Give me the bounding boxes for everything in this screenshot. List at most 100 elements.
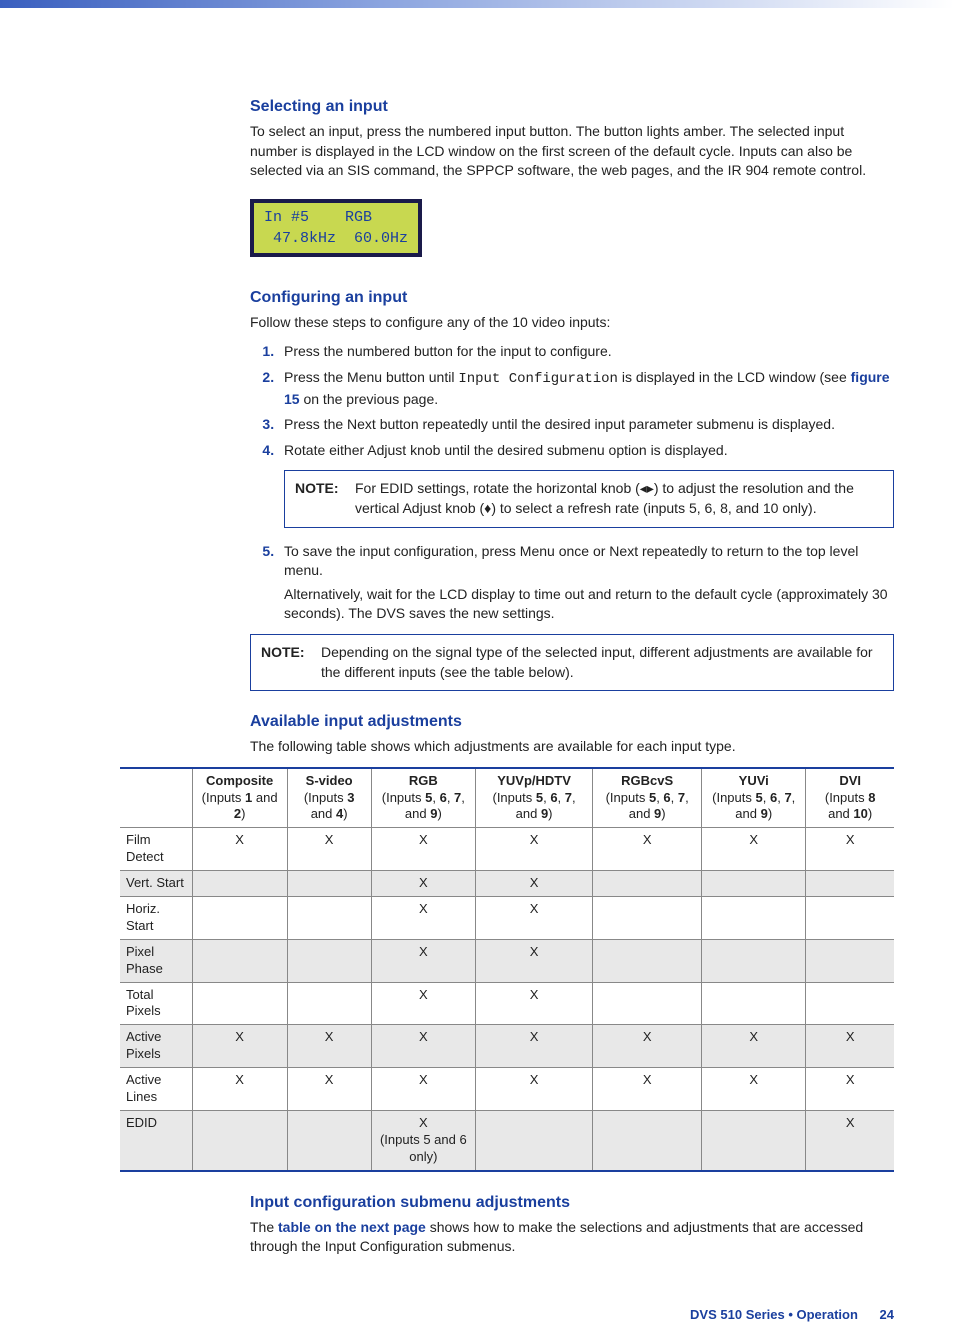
step-5-alt: Alternatively, wait for the LCD display … [284, 585, 894, 624]
note-edid-text: For EDID settings, rotate the horizontal… [355, 480, 854, 516]
paragraph-configuring-intro: Follow these steps to configure any of t… [250, 313, 894, 333]
table-cell: X [593, 828, 702, 871]
table-cell: X [475, 828, 592, 871]
table-row: Total PixelsXX [120, 982, 894, 1025]
table-row-label: Horiz. Start [120, 897, 192, 940]
table-cell [287, 982, 371, 1025]
table-cell [593, 982, 702, 1025]
table-cell [806, 897, 894, 940]
table-cell [287, 939, 371, 982]
table-row-label: Pixel Phase [120, 939, 192, 982]
table-cell: X [702, 1068, 806, 1111]
table-cell [475, 1110, 592, 1170]
step-1: Press the numbered button for the input … [278, 342, 894, 362]
table-cell [702, 939, 806, 982]
table-cell: X [371, 939, 475, 982]
step-2: Press the Menu button until Input Config… [278, 368, 894, 409]
table-row: Pixel Phase XX [120, 939, 894, 982]
table-cell: X [702, 828, 806, 871]
table-header-row: Composite(Inputs 1 and 2)S-video(Inputs … [120, 768, 894, 828]
table-header-col: YUVp/HDTV(Inputs 5, 6, 7, and 9) [475, 768, 592, 828]
heading-input-config-submenu: Input configuration submenu adjustments [250, 1194, 894, 1212]
table-row: Vert. Start XX [120, 871, 894, 897]
table-cell: X [192, 1068, 287, 1111]
table-cell [287, 1110, 371, 1170]
table-header-col: S-video(Inputs 3 and 4) [287, 768, 371, 828]
step-3: Press the Next button repeatedly until t… [278, 415, 894, 435]
table-row-label: Active Lines [120, 1068, 192, 1111]
table-row-label: Vert. Start [120, 871, 192, 897]
table-row-label: EDID [120, 1110, 192, 1170]
table-cell: X [287, 828, 371, 871]
table-cell [593, 897, 702, 940]
table-cell: X [475, 1025, 592, 1068]
table-cell: X [806, 828, 894, 871]
table-row-label: Active Pixels [120, 1025, 192, 1068]
table-cell: X [371, 1025, 475, 1068]
table-cell: X [475, 897, 592, 940]
table-cell: X [371, 828, 475, 871]
table-cell: X [806, 1110, 894, 1170]
table-row: Active LinesXXXXXXX [120, 1068, 894, 1111]
table-cell [192, 897, 287, 940]
table-cell: X [475, 1068, 592, 1111]
heading-configuring-input: Configuring an input [250, 289, 894, 307]
table-cell [702, 982, 806, 1025]
table-cell [287, 871, 371, 897]
table-cell: X [192, 1025, 287, 1068]
table-cell [593, 871, 702, 897]
table-header-col: RGBcvS(Inputs 5, 6, 7, and 9) [593, 768, 702, 828]
table-cell: X [371, 1068, 475, 1111]
paragraph-input-config-submenu: The table on the next page shows how to … [250, 1218, 894, 1257]
table-cell [192, 871, 287, 897]
note-edid: NOTE: For EDID settings, rotate the hori… [284, 470, 894, 527]
table-cell: X [475, 939, 592, 982]
table-cell [192, 939, 287, 982]
table-cell: X [371, 871, 475, 897]
link-table-next-page[interactable]: table on the next page [278, 1219, 426, 1235]
note-signal-text: Depending on the signal type of the sele… [321, 644, 873, 680]
lcd-line1: In #5 RGB [264, 209, 372, 226]
heading-available-adjustments: Available input adjustments [250, 713, 894, 731]
note-signal-type: NOTE: Depending on the signal type of th… [250, 634, 894, 691]
lcd-display: In #5 RGB 47.8kHz 60.0Hz [250, 199, 422, 257]
table-header-col: RGB(Inputs 5, 6, 7, and 9) [371, 768, 475, 828]
table-cell [192, 1110, 287, 1170]
table-cell: X [287, 1025, 371, 1068]
table-cell [192, 982, 287, 1025]
table-cell: X [475, 982, 592, 1025]
table-cell [702, 871, 806, 897]
table-cell [593, 939, 702, 982]
table-cell [593, 1110, 702, 1170]
table-header-col: YUVi(Inputs 5, 6, 7, and 9) [702, 768, 806, 828]
table-cell [702, 897, 806, 940]
paragraph-available-intro: The following table shows which adjustme… [250, 737, 894, 757]
table-cell: X [593, 1068, 702, 1111]
table-cell: X [593, 1025, 702, 1068]
table-cell: X [192, 828, 287, 871]
note-label: NOTE: [295, 479, 339, 499]
table-cell [702, 1110, 806, 1170]
table-cell [806, 982, 894, 1025]
table-cell: X(Inputs 5 and 6 only) [371, 1110, 475, 1170]
table-cell: X [702, 1025, 806, 1068]
top-stripe [0, 0, 954, 8]
table-row-label: Total Pixels [120, 982, 192, 1025]
table-cell: X [475, 871, 592, 897]
table-row: EDID X(Inputs 5 and 6 only) X [120, 1110, 894, 1170]
footer-text: DVS 510 Series • Operation [690, 1307, 858, 1322]
table-cell: X [287, 1068, 371, 1111]
step-4: Rotate either Adjust knob until the desi… [278, 441, 894, 528]
footer-page-number: 24 [880, 1307, 894, 1322]
paragraph-selecting-input: To select an input, press the numbered i… [250, 122, 894, 181]
table-header-col: DVI(Inputs 8 and 10) [806, 768, 894, 828]
table-row-label: Film Detect [120, 828, 192, 871]
table-cell: X [371, 897, 475, 940]
table-cell [806, 939, 894, 982]
table-header-blank [120, 768, 192, 828]
table-cell [287, 897, 371, 940]
table-cell [806, 871, 894, 897]
page-footer: DVS 510 Series • Operation 24 [0, 1307, 894, 1322]
note-label: NOTE: [261, 643, 305, 663]
table-row: Film DetectXXXXXXX [120, 828, 894, 871]
